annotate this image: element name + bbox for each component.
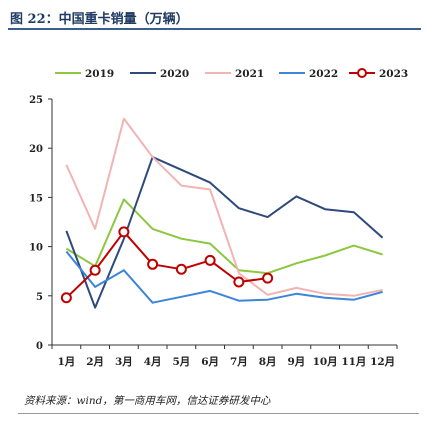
y-tick-label: 25 [29, 95, 43, 106]
data-point-2023 [233, 276, 245, 288]
y-tick-label: 20 [29, 144, 43, 155]
x-tick-label: 10月 [313, 356, 338, 368]
y-tick-label: 15 [29, 193, 43, 204]
source-note: 资料来源：wind，第一商用车网，信达证券研发中心 [24, 395, 271, 407]
series-line-2022 [65, 250, 383, 304]
y-tick-label: 0 [36, 341, 43, 352]
data-point-2023 [147, 258, 159, 270]
series-line-2021 [65, 117, 383, 297]
x-tick-label: 2月 [86, 356, 104, 368]
x-tick-label: 8月 [259, 356, 277, 368]
y-tick-label: 10 [29, 243, 43, 254]
x-tick-label: 5月 [172, 356, 190, 368]
figure-title: 图 22：中国重卡销量（万辆） [10, 12, 189, 27]
legend-label-2023: 2023 [379, 68, 408, 80]
x-tick-label: 6月 [201, 356, 219, 368]
legend-label-2019: 2019 [85, 68, 114, 80]
series-line-2019 [65, 198, 383, 275]
x-tick-label: 3月 [115, 356, 133, 368]
series-line-2023 [65, 230, 268, 299]
data-point-2023 [118, 226, 130, 238]
x-tick-label: 11月 [341, 356, 366, 368]
legend-label-2020: 2020 [160, 68, 189, 80]
legend-label-2021: 2021 [235, 68, 264, 80]
y-tick-label: 5 [36, 292, 43, 303]
x-tick-label: 12月 [370, 356, 395, 368]
data-point-2023 [89, 264, 101, 276]
x-tick-label: 7月 [230, 356, 248, 368]
legend-label-2022: 2022 [309, 68, 338, 80]
data-point-2023 [262, 272, 274, 284]
x-tick-label: 1月 [57, 356, 75, 368]
sales-line-chart: 0 5 10 15 20 25 1月 2月 3月 4月 5月 6月 7月 8月 9月 10月 11月 12月 201… [29, 68, 408, 368]
series-line-2020 [65, 156, 384, 309]
data-point-2023 [204, 254, 216, 266]
data-point-2023 [60, 292, 72, 304]
x-tick-label: 4月 [144, 356, 162, 368]
title-bar: 图 22：中国重卡销量（万辆） [8, 6, 421, 30]
x-tick-label: 9月 [287, 356, 305, 368]
legend-marker-2023 [357, 68, 367, 78]
data-point-2023 [175, 263, 187, 275]
bottom-divider [18, 413, 419, 414]
